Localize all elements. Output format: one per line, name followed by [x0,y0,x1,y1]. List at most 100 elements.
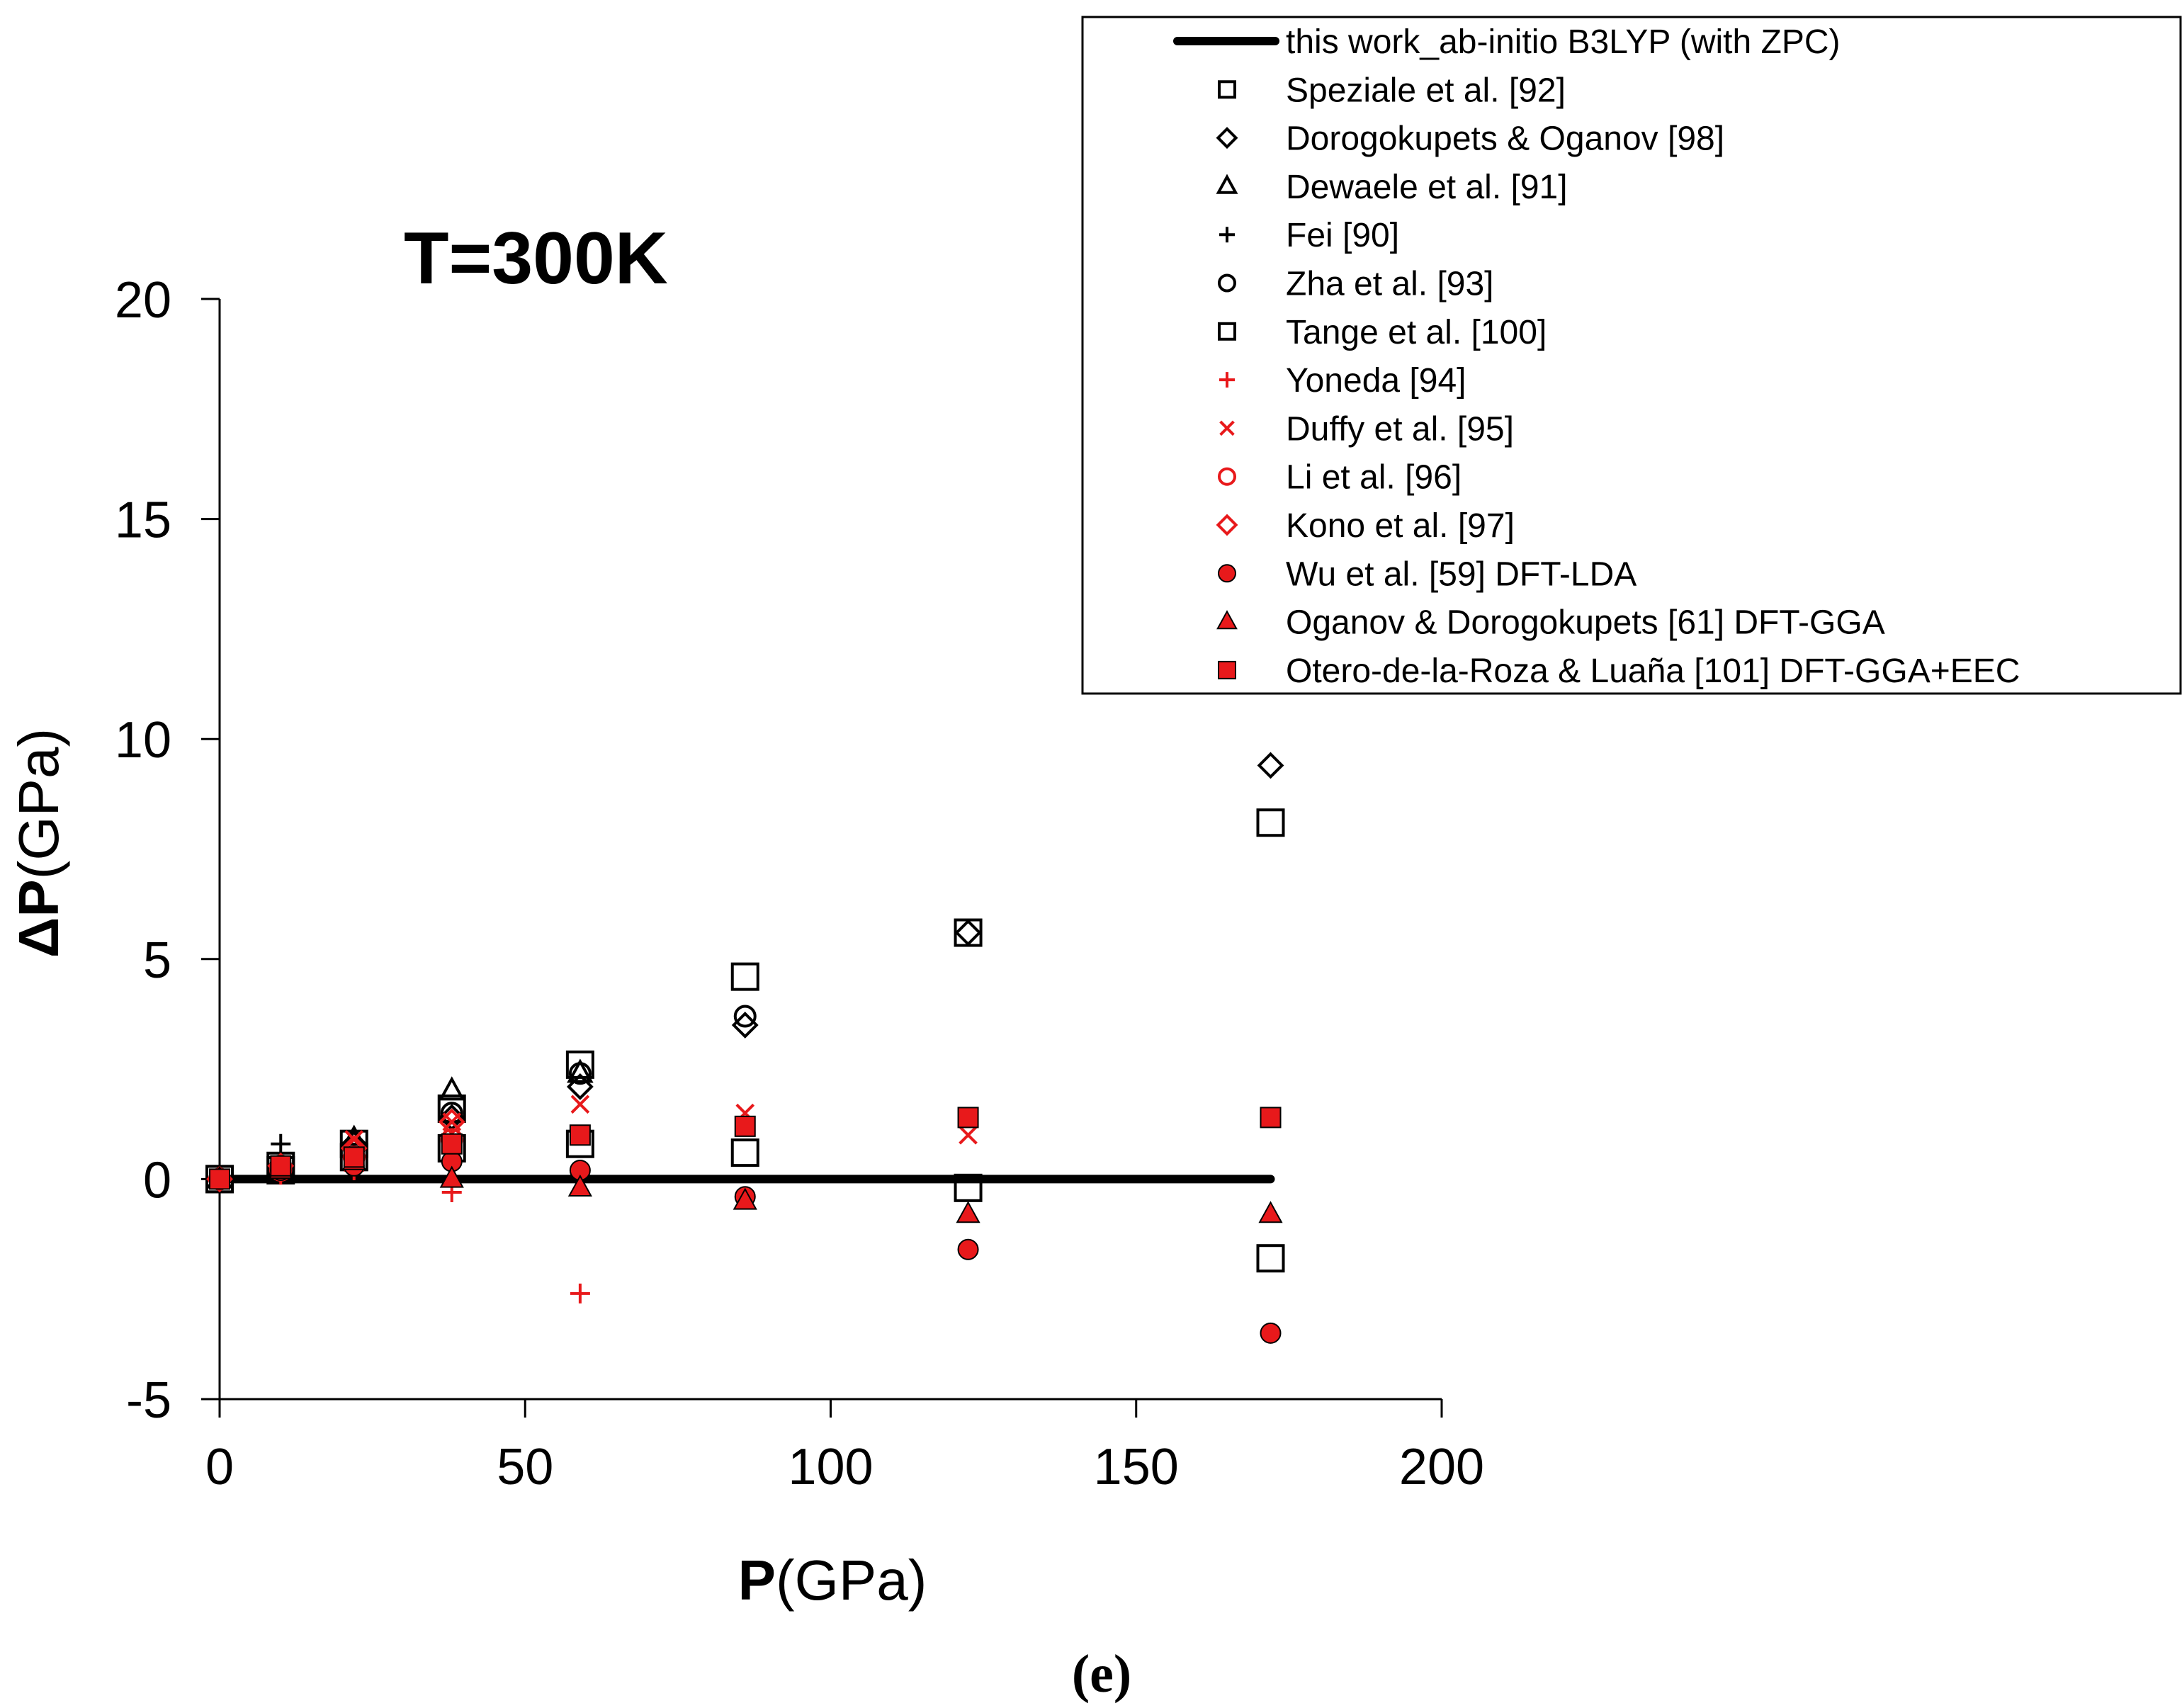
x-axis-label-bold: P [738,1549,776,1612]
data-point [730,962,759,991]
series-5 [208,1005,757,1191]
data-point [569,1124,591,1146]
legend-entry: Tange et al. [100] [1218,314,1547,351]
data-point [570,1095,590,1114]
y-tick-label: 15 [115,492,171,549]
data-point [1256,808,1285,837]
data-point [1257,752,1284,779]
x-tick-label: 200 [1399,1439,1484,1495]
legend-entry: Zha et al. [93] [1218,266,1494,303]
legend-entry: Fei [90] [1219,217,1399,254]
y-axis-label-unit: (GPa) [7,728,70,879]
legend-marker [1218,564,1236,583]
data-point [954,1173,983,1202]
data-point [1258,1201,1283,1223]
series-3 [206,1058,594,1189]
legend-marker [1216,610,1238,630]
legend-label: Wu et al. [59] DFT-LDA [1286,555,1636,593]
legend-entry: Wu et al. [59] DFT-LDA [1218,555,1636,593]
data-point [566,1073,594,1100]
legend-marker [1218,467,1236,486]
legend-entry: Dorogokupets & Oganov [98] [1216,120,1724,158]
series-13 [209,1107,1282,1190]
legend-marker [1218,660,1236,679]
data-point [565,1050,594,1079]
data-point [271,1133,291,1154]
legend-label: this work_ab-initio B3LYP (with ZPC) [1286,23,1841,61]
legend-label: Oganov & Dorogokupets [61] DFT-GGA [1286,604,1885,642]
legend-label: Duffy et al. [95] [1286,410,1514,448]
legend-entry: Yoneda [94] [1219,362,1466,400]
data-point [344,1130,364,1149]
y-axis-label-bold: ΔP [7,879,70,958]
figure-caption: (e) [1072,1644,1131,1704]
y-axis-label: ΔP(GPa) [7,728,70,958]
data-point [343,1146,365,1168]
legend-marker [1219,420,1235,436]
data-point [1260,1322,1282,1344]
data-point [954,919,982,946]
y-tick-label: 10 [115,712,171,769]
data-point [733,1187,757,1210]
data-point [438,1076,465,1101]
data-point [730,1138,759,1167]
legend-marker [1218,80,1236,99]
data-point [439,1165,464,1188]
x-axis-label-unit: (GPa) [776,1549,927,1612]
x-tick-label: 100 [788,1439,873,1495]
legend-label: Dewaele et al. [91] [1286,169,1568,206]
legend-marker [1218,273,1236,293]
series-12 [207,1148,1283,1223]
legend-entry: this work_ab-initio B3LYP (with ZPC) [1173,23,1841,61]
legend-label: Yoneda [94] [1286,362,1466,400]
data-point [1256,1244,1285,1273]
legend-entry: Otero-de-la-Roza & Luaña [101] DFT-GGA+E… [1218,652,2020,690]
legend-label: Zha et al. [93] [1286,266,1494,303]
legend-marker [1219,227,1235,243]
data-point [441,1133,463,1155]
legend-entry: Kono et al. [97] [1216,507,1515,545]
data-point [270,1155,292,1177]
y-tick-label: 5 [143,932,171,989]
legend-entry: Speziale et al. [92] [1218,72,1566,109]
legend-marker [1216,514,1238,536]
legend-entry: Duffy et al. [95] [1219,410,1514,448]
data-point [957,1238,979,1260]
legend-marker [1219,372,1235,388]
legend-box [1081,16,2182,695]
legend-label: Otero-de-la-Roza & Luaña [101] DFT-GGA+E… [1286,652,2020,690]
data-point [734,1115,756,1137]
legend-label: Tange et al. [100] [1286,314,1547,351]
x-tick-label: 0 [205,1439,234,1495]
data-point [567,1174,592,1197]
data-point [568,1062,592,1085]
data-point [954,918,983,947]
legend-marker [1218,322,1236,341]
legend-marker [1216,174,1238,194]
x-tick-label: 150 [1094,1439,1179,1495]
legend-entry: Oganov & Dorogokupets [61] DFT-GGA [1216,604,1885,642]
y-tick-label: 0 [143,1152,171,1209]
legend-entry: Dewaele et al. [91] [1216,169,1568,206]
legend-label: Fei [90] [1286,217,1399,254]
data-point [209,1168,230,1190]
axes: 0 50 100 150 200 -5 0 5 10 15 20 [115,272,1484,1495]
data-point [957,1107,979,1129]
legend-label: Speziale et al. [92] [1286,72,1566,109]
data-point [733,1005,757,1028]
data-layer [205,752,1285,1344]
legend: this work_ab-initio B3LYP (with ZPC) Spez… [1081,16,2182,695]
data-point [567,1058,594,1083]
legend-entry: Li et al. [96] [1218,459,1462,497]
data-point [956,1201,980,1223]
y-tick-label: -5 [126,1372,171,1429]
y-tick-label: 20 [115,272,171,329]
legend-label: Kono et al. [97] [1286,507,1515,545]
legend-label: Li et al. [96] [1286,459,1462,497]
data-point [959,1125,978,1145]
x-axis-label: P(GPa) [738,1549,927,1612]
x-tick-label: 50 [497,1439,553,1495]
chart-title: T=300K [404,217,668,300]
data-point [570,1283,590,1303]
